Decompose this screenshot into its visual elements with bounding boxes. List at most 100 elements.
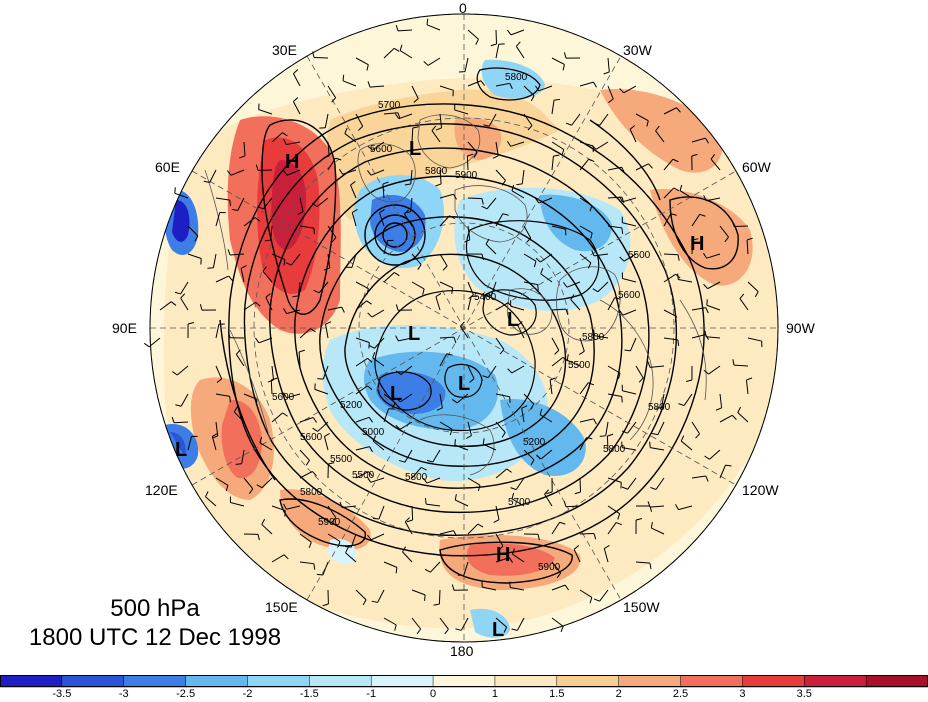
wind-barb <box>579 81 597 88</box>
anomaly-field <box>150 14 778 642</box>
wind-barb <box>312 421 329 432</box>
wind-barb <box>439 353 453 367</box>
wind-barb <box>691 213 706 227</box>
wind-barb <box>663 337 680 346</box>
wind-barb <box>283 392 301 399</box>
wind-barb <box>411 85 419 103</box>
wind-barb <box>579 533 597 540</box>
wind-barb <box>371 589 385 603</box>
wind-barb <box>243 301 261 311</box>
wind-barb <box>283 169 301 176</box>
wind-barb <box>579 437 593 451</box>
wind-barb <box>704 449 721 460</box>
longitude-label: 120W <box>742 482 779 498</box>
wind-barb <box>171 416 189 424</box>
wind-barb <box>215 477 229 492</box>
wind-barb <box>539 408 553 423</box>
wind-barb <box>227 169 245 176</box>
wind-barb <box>258 103 273 115</box>
wind-barb <box>680 435 693 451</box>
wind-barb <box>423 57 441 66</box>
contour-label: 5600 <box>300 432 323 443</box>
wind-barb <box>574 477 582 495</box>
wind-barb <box>655 125 665 143</box>
wind-barb <box>452 393 469 404</box>
wind-barb <box>593 589 609 602</box>
wind-barb <box>746 237 753 255</box>
wind-barb <box>573 545 581 563</box>
wind-barb <box>325 321 332 339</box>
wind-barb <box>366 477 385 483</box>
wind-barb <box>355 337 370 349</box>
colorbar <box>0 675 928 688</box>
wind-barb <box>411 466 427 479</box>
wind-barb <box>299 225 315 235</box>
wind-barb <box>663 158 679 171</box>
wind-barb <box>271 554 289 563</box>
wind-barb <box>719 414 737 423</box>
wind-barb <box>546 477 553 495</box>
colorbar-segment <box>804 675 867 688</box>
meridian-lines <box>150 14 778 642</box>
wind-barb <box>492 141 499 159</box>
wind-barb <box>439 281 454 294</box>
wind-barb <box>215 197 231 207</box>
wind-barb <box>215 365 223 383</box>
wind-barb <box>719 464 732 479</box>
wind-barb <box>675 504 693 511</box>
wind-barb <box>435 113 443 131</box>
wind-barb <box>379 208 385 227</box>
wind-barb <box>327 505 337 523</box>
wind-barb <box>292 97 301 115</box>
contour-label: 5500 <box>330 454 353 465</box>
wind-barb <box>459 321 469 339</box>
wind-barb <box>686 365 693 383</box>
wind-barb <box>283 308 301 315</box>
wind-barb <box>243 217 261 227</box>
wind-barb <box>205 491 217 507</box>
wind-barb <box>175 393 189 407</box>
wind-barb <box>678 393 693 407</box>
wind-barb <box>511 492 525 507</box>
wind-barb <box>311 197 329 208</box>
wind-barb <box>495 82 513 89</box>
wind-barb <box>174 281 189 295</box>
wind-barb <box>235 449 245 465</box>
wind-barb <box>663 253 680 261</box>
wind-barb <box>298 349 305 367</box>
wind-barb <box>271 253 286 266</box>
wind-barb <box>215 275 233 283</box>
contour-label: 5500 <box>628 250 651 261</box>
wind-barb <box>607 393 623 403</box>
wind-barb <box>535 253 553 263</box>
wind-barb <box>350 181 357 199</box>
wind-barb <box>593 113 609 126</box>
wind-barb <box>395 421 413 430</box>
wind-barb <box>483 113 497 127</box>
wind-barb <box>317 365 329 380</box>
wind-barb <box>345 253 357 268</box>
colorbar-segment <box>680 675 744 688</box>
wind-barb <box>367 533 385 541</box>
colorbar-segment <box>123 675 187 688</box>
wind-barb <box>406 505 414 523</box>
wind-barb <box>551 141 565 156</box>
wind-barb <box>322 589 329 607</box>
wind-barb <box>383 393 396 409</box>
wind-barb <box>549 377 556 395</box>
wind-barb <box>579 418 597 425</box>
pressure-center-labels: H H H L L L L L L L <box>175 138 704 641</box>
wind-barb <box>635 561 652 570</box>
longitude-label: 90E <box>112 320 137 336</box>
wind-barb <box>710 154 721 171</box>
wind-barb <box>565 113 581 126</box>
wind-barb <box>551 617 564 633</box>
wind-barb <box>395 304 413 311</box>
wind-barb <box>495 533 504 551</box>
wind-barb <box>551 57 565 71</box>
wind-barb <box>745 377 753 395</box>
wind-barb <box>319 113 329 129</box>
low-center-label: L <box>492 619 504 641</box>
wind-barb <box>516 169 525 186</box>
wind-barb <box>563 52 581 59</box>
